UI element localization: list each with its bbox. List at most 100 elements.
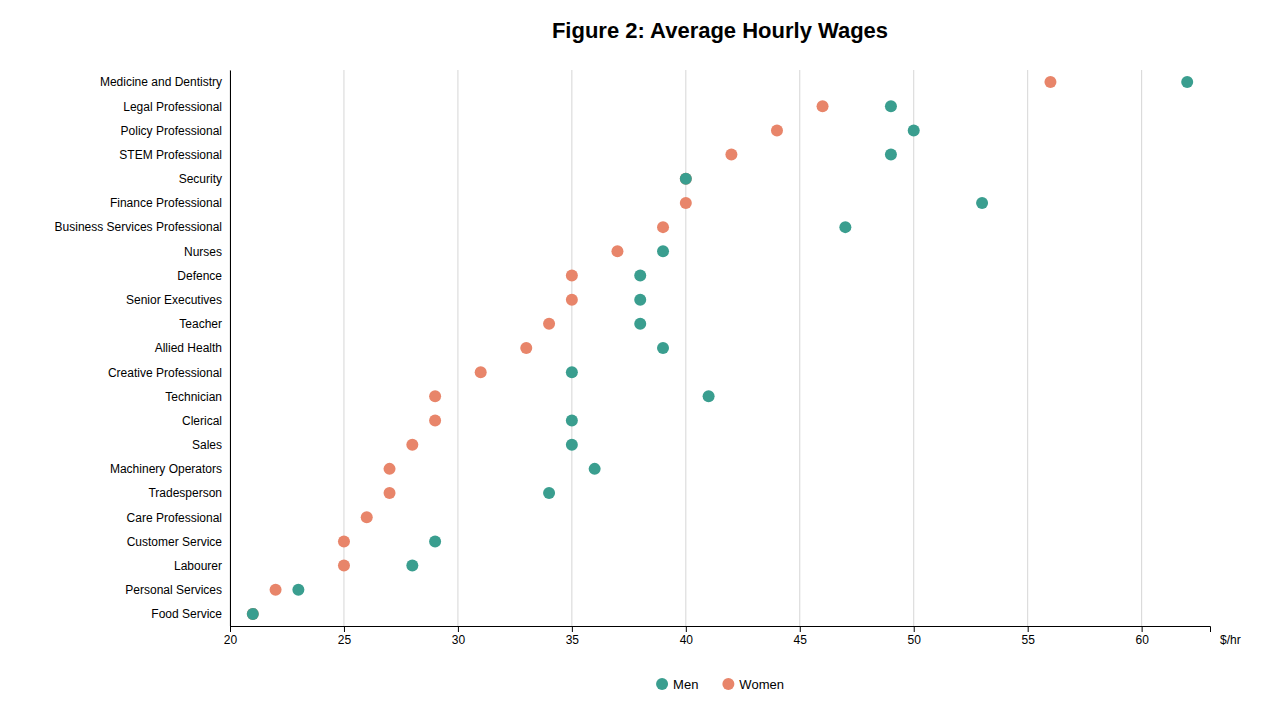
legend-swatch xyxy=(656,678,668,690)
dot xyxy=(657,221,669,233)
y-tick: Care Professional xyxy=(127,511,230,525)
y-tick: Nurses xyxy=(184,245,230,259)
x-tick: 30 xyxy=(452,626,466,647)
plot: 202530354045505560$/hrMedicine and Denti… xyxy=(55,70,1241,647)
y-tick-label: Policy Professional xyxy=(121,124,222,138)
dot xyxy=(384,463,396,475)
y-tick: Senior Executives xyxy=(126,293,230,307)
dot xyxy=(384,487,396,499)
y-tick: Tradesperson xyxy=(148,486,230,500)
dot xyxy=(725,149,737,161)
y-tick-label: Legal Professional xyxy=(123,100,222,114)
y-tick: Customer Service xyxy=(127,535,230,549)
x-tick-mark xyxy=(800,626,801,632)
dot xyxy=(817,100,829,112)
dot xyxy=(634,269,646,281)
dot xyxy=(657,245,669,257)
dot xyxy=(429,535,441,547)
x-tick: 45 xyxy=(794,626,808,647)
grid-line xyxy=(799,70,800,626)
y-tick: Technician xyxy=(165,390,230,404)
x-axis-label: $/hr xyxy=(1220,633,1241,647)
x-tick-label: 20 xyxy=(224,633,238,647)
y-tick-label: Tradesperson xyxy=(148,486,222,500)
x-tick-mark xyxy=(1142,626,1143,632)
y-tick-label: Security xyxy=(179,172,222,186)
y-tick: Food Service xyxy=(151,607,230,621)
legend-label: Men xyxy=(673,677,698,692)
y-tick-label: Technician xyxy=(165,390,222,404)
dot xyxy=(338,535,350,547)
y-tick: STEM Professional xyxy=(119,148,230,162)
x-tick: 60 xyxy=(1135,626,1149,647)
y-tick-label: Food Service xyxy=(151,607,222,621)
x-tick-label: 55 xyxy=(1021,633,1035,647)
y-tick: Teacher xyxy=(179,317,230,331)
x-tick-label: 45 xyxy=(794,633,808,647)
grid-line xyxy=(685,70,686,626)
y-tick-label: Creative Professional xyxy=(108,366,222,380)
y-axis: Medicine and DentistryLegal Professional… xyxy=(55,71,231,627)
dot xyxy=(429,390,441,402)
dot xyxy=(566,366,578,378)
dot xyxy=(475,366,487,378)
x-tick-mark xyxy=(344,626,345,632)
chart: Figure 2: Average Hourly Wages2025303540… xyxy=(0,0,1280,721)
y-tick-label: Senior Executives xyxy=(126,293,222,307)
y-tick: Clerical xyxy=(182,414,230,428)
x-tick: 35 xyxy=(566,626,580,647)
dot xyxy=(680,173,692,185)
x-tick-label: 40 xyxy=(680,633,694,647)
y-tick-label: Labourer xyxy=(174,559,222,573)
dot xyxy=(839,221,851,233)
dot xyxy=(543,487,555,499)
dot xyxy=(703,390,715,402)
x-tick-mark xyxy=(458,626,459,632)
dot xyxy=(406,560,418,572)
x-tick-mark xyxy=(686,626,687,632)
y-tick-label: STEM Professional xyxy=(119,148,222,162)
dot xyxy=(338,560,350,572)
dot xyxy=(292,584,304,596)
dot xyxy=(976,197,988,209)
dot xyxy=(1044,76,1056,88)
dot xyxy=(520,342,532,354)
grid-line xyxy=(913,70,914,626)
y-tick-label: Allied Health xyxy=(155,341,222,355)
y-tick: Business Services Professional xyxy=(55,220,230,234)
title: Figure 2: Average Hourly Wages xyxy=(552,18,888,43)
y-tick-label: Clerical xyxy=(182,414,222,428)
y-tick: Finance Professional xyxy=(110,196,230,210)
dot xyxy=(885,149,897,161)
y-tick: Labourer xyxy=(174,559,230,573)
series xyxy=(247,76,1193,620)
grid-line xyxy=(457,70,458,626)
x-tick-mark xyxy=(230,626,231,632)
y-tick: Allied Health xyxy=(155,341,230,355)
dot xyxy=(543,318,555,330)
x-tick-mark xyxy=(1028,626,1029,632)
y-tick-label: Care Professional xyxy=(127,511,222,525)
dot xyxy=(247,608,259,620)
dot xyxy=(566,439,578,451)
legend-item: Women xyxy=(722,677,784,692)
dot xyxy=(361,511,373,523)
dot xyxy=(771,124,783,136)
grid-line xyxy=(1141,70,1142,626)
grid-line xyxy=(230,70,231,626)
x-tick: 55 xyxy=(1021,626,1035,647)
grid xyxy=(230,70,1142,626)
y-tick-label: Nurses xyxy=(184,245,222,259)
x-tick: 40 xyxy=(680,626,694,647)
x-tick-label: 30 xyxy=(452,633,466,647)
y-tick-label: Teacher xyxy=(179,317,222,331)
y-tick-label: Customer Service xyxy=(127,535,223,549)
x-tick-label: 60 xyxy=(1135,633,1149,647)
dot xyxy=(908,124,920,136)
y-tick: Security xyxy=(179,172,230,186)
grid-line xyxy=(1027,70,1028,626)
dot xyxy=(566,415,578,427)
y-tick: Creative Professional xyxy=(108,366,230,380)
y-tick-label: Defence xyxy=(177,269,222,283)
dot xyxy=(634,294,646,306)
